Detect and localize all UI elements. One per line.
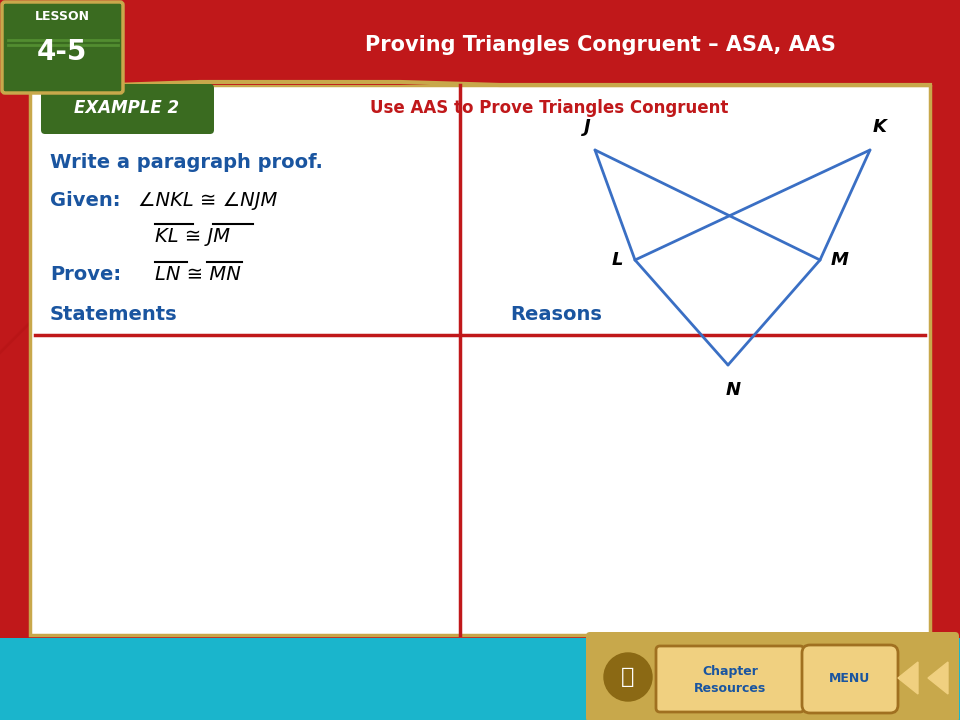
Text: MENU: MENU (829, 672, 871, 685)
Text: K: K (873, 118, 887, 136)
Text: M: M (831, 251, 849, 269)
Text: EXAMPLE 2: EXAMPLE 2 (75, 99, 180, 117)
Text: Write a paragraph proof.: Write a paragraph proof. (50, 153, 323, 171)
Text: Proving Triangles Congruent – ASA, AAS: Proving Triangles Congruent – ASA, AAS (365, 35, 835, 55)
Text: Reasons: Reasons (510, 305, 602, 325)
FancyBboxPatch shape (2, 2, 123, 93)
FancyBboxPatch shape (41, 84, 214, 134)
Polygon shape (898, 662, 918, 694)
Text: 🌍: 🌍 (621, 667, 635, 687)
Bar (0, 0, 960, 85)
Text: Use AAS to Prove Triangles Congruent: Use AAS to Prove Triangles Congruent (370, 99, 729, 117)
Text: N: N (726, 381, 740, 399)
Text: LN ≅ MN: LN ≅ MN (155, 266, 241, 284)
Text: Resources: Resources (694, 682, 766, 695)
Text: Given:: Given: (50, 191, 121, 210)
Text: ∠NKL ≅ ∠NJM: ∠NKL ≅ ∠NJM (138, 191, 277, 210)
FancyBboxPatch shape (586, 632, 959, 720)
Circle shape (604, 653, 652, 701)
Text: 4-5: 4-5 (36, 38, 87, 66)
Bar (30, 85, 930, 635)
Circle shape (600, 649, 656, 705)
Text: Chapter: Chapter (702, 665, 758, 678)
FancyBboxPatch shape (656, 646, 804, 712)
FancyBboxPatch shape (802, 645, 898, 713)
Polygon shape (928, 662, 948, 694)
Text: J: J (584, 118, 590, 136)
Text: LESSON: LESSON (35, 11, 89, 24)
Text: KL ≅ JM: KL ≅ JM (155, 228, 230, 246)
Text: Statements: Statements (50, 305, 178, 325)
Text: Prove:: Prove: (50, 266, 121, 284)
Text: L: L (612, 251, 623, 269)
Bar (0, 638, 960, 720)
